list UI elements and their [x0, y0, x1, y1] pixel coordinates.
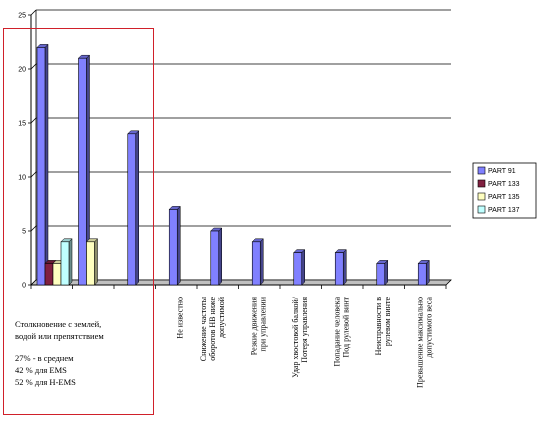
- bar: [293, 252, 303, 286]
- y-tick-label: 5: [22, 229, 26, 236]
- bar-side: [426, 259, 430, 286]
- annotation-stat-average: 27% - в среднем: [15, 353, 74, 363]
- x-category-label: Не известно: [175, 297, 184, 339]
- y-tick-label: 0: [22, 283, 26, 290]
- y-tick-label: 20: [18, 67, 26, 74]
- bar: [251, 241, 261, 286]
- x-category-label: Попадание человекаПод рулевой винт: [332, 297, 350, 367]
- x-category-label: Снижение частотыоборотов НВ нижедопустим…: [199, 296, 226, 361]
- gridline-side: [30, 9, 37, 16]
- bar-side: [177, 205, 181, 286]
- bar-side: [343, 248, 347, 286]
- legend-entry: PART 133: [488, 181, 520, 188]
- legend-entry: PART 91: [488, 168, 516, 175]
- bar: [334, 252, 344, 286]
- x-category-label: Превышение максимальнодопустимого веса: [415, 297, 433, 388]
- legend-swatch: [477, 205, 486, 214]
- annotation-stat-ems: 42 % для EMS: [15, 365, 67, 375]
- bar: [78, 57, 87, 286]
- gridline-side: [30, 171, 37, 178]
- annotation-stat-hems: 52 % для H-EMS: [15, 377, 76, 387]
- bar: [417, 263, 427, 286]
- bar-side: [384, 259, 388, 286]
- bar-side: [260, 238, 264, 286]
- y-tick-label: 10: [18, 175, 26, 182]
- x-category-label: Резкие движенияпри управлении: [249, 296, 267, 355]
- gridline-side: [30, 225, 37, 232]
- bar: [210, 230, 220, 286]
- bar: [86, 241, 95, 286]
- legend-swatch: [477, 192, 486, 201]
- legend-entry: PART 135: [488, 194, 520, 201]
- y-tick-label: 15: [18, 121, 26, 128]
- x-category-label: Удар хвостовой балкой/Потеря управления: [291, 296, 309, 377]
- highlight-box: [3, 28, 154, 415]
- plot-back-wall: [36, 10, 451, 280]
- bar: [168, 209, 178, 286]
- bar-side: [301, 248, 305, 286]
- y-tick-label: 25: [18, 13, 26, 20]
- gridline-side: [30, 117, 37, 124]
- bar: [127, 133, 137, 286]
- bar: [376, 263, 386, 286]
- x-category-label: Неисправности врулевом винте: [374, 297, 392, 356]
- legend-entry: PART 137: [488, 207, 520, 214]
- bar: [60, 241, 70, 286]
- annotation-title-line1: Столкновение с землей,: [15, 319, 102, 329]
- annotation-title-line2: водой или препятствием: [15, 331, 104, 341]
- legend-swatch: [477, 166, 486, 175]
- annotation: Столкновение с землей, водой или препятс…: [15, 318, 150, 388]
- gridline-side: [30, 63, 37, 70]
- legend-swatch: [477, 179, 486, 188]
- bar: [36, 47, 46, 286]
- bar-side: [218, 227, 222, 286]
